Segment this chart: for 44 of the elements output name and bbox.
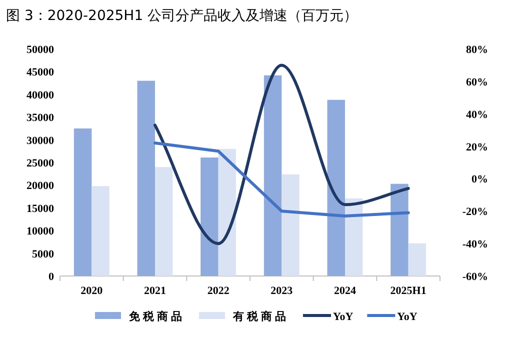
y-tick-label: 50000: [26, 44, 54, 56]
bar: [155, 167, 173, 276]
y-tick-label: 45000: [26, 66, 54, 79]
line-series: [154, 142, 410, 218]
y-tick-label: 20000: [26, 180, 54, 192]
legend-label: YoY: [397, 311, 418, 323]
y2-tick-label: -40%: [462, 238, 488, 251]
legend-label: 免税商品: [128, 310, 185, 323]
bar: [74, 128, 92, 276]
bar: [282, 174, 300, 276]
bar: [264, 75, 282, 276]
y-tick-label: 0: [48, 271, 54, 283]
bar: [92, 186, 110, 276]
y-tick-label: 40000: [26, 89, 54, 102]
chart-title: 图 3：2020-2025H1 公司分产品收入及增速（百万元）: [6, 8, 358, 24]
y2-tick-label: 0%: [472, 174, 488, 186]
y-tick-label: 5000: [32, 248, 54, 260]
y-tick-label: 35000: [26, 112, 54, 124]
x-tick-label: 2021: [144, 285, 166, 297]
y-tick-label: 10000: [26, 226, 54, 238]
x-tick-label: 2024: [334, 285, 356, 297]
y-tick-label: 25000: [26, 158, 54, 170]
x-tick-label: 2020: [80, 285, 104, 297]
bar: [327, 100, 345, 276]
y2-tick-label: -20%: [462, 206, 488, 218]
bar: [390, 184, 408, 276]
line-series: [154, 64, 410, 246]
bar: [345, 198, 363, 276]
bar: [218, 148, 236, 276]
bar: [137, 80, 155, 276]
y2-tick-label: 40%: [466, 108, 488, 121]
y2-tick-label: 80%: [466, 44, 488, 56]
y2-tick-label: 20%: [466, 141, 488, 154]
legend-label: 有税商品: [232, 310, 289, 323]
y2-tick-label: -60%: [462, 271, 488, 283]
y2-tick-label: 60%: [466, 76, 488, 88]
bar: [200, 158, 218, 276]
legend-label: YoY: [333, 311, 354, 323]
x-tick-label: 2023: [270, 285, 294, 297]
y-tick-label: 15000: [26, 202, 54, 215]
x-tick-label: 2022: [207, 285, 230, 297]
bar: [408, 243, 426, 276]
x-tick-label: 2025H1: [390, 285, 426, 297]
y-tick-label: 30000: [26, 134, 54, 147]
